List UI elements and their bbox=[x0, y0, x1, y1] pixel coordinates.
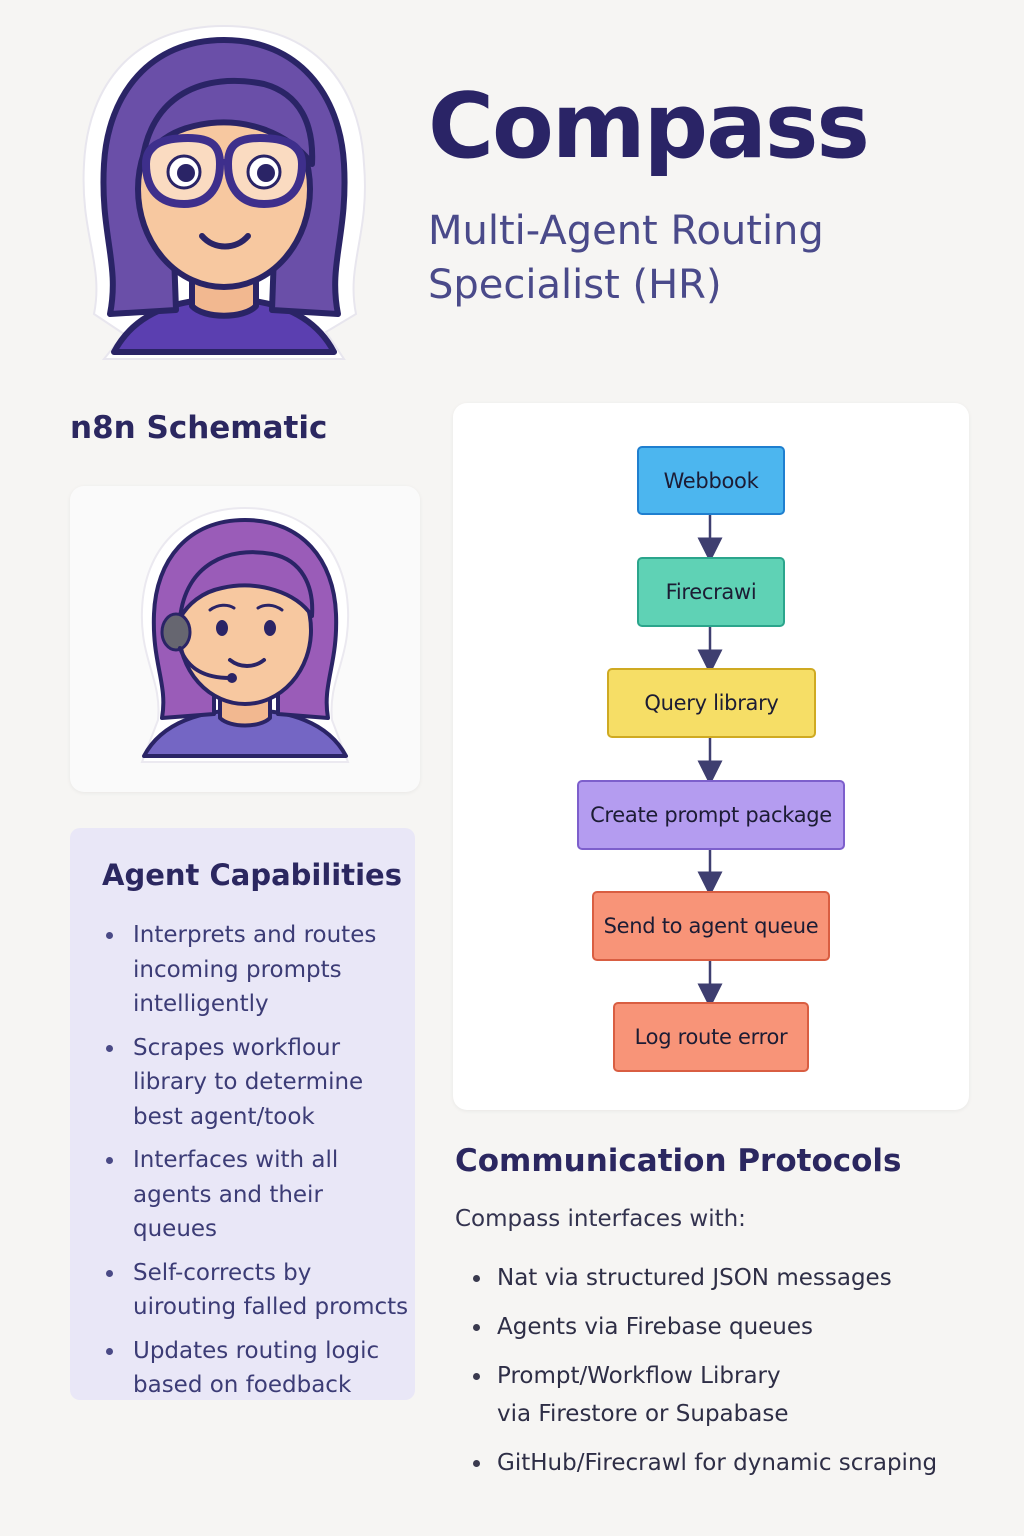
capability-line: library to determine bbox=[133, 1069, 364, 1095]
page-title: Compass bbox=[428, 74, 870, 179]
protocol-item: Agents via Firebase queues bbox=[467, 1308, 1007, 1346]
support-avatar-card bbox=[70, 486, 420, 792]
flow-node-firecrawl: Firecrawi bbox=[637, 557, 785, 627]
capability-item: Interprets and routes incoming prompts i… bbox=[100, 918, 410, 1022]
capabilities-panel: Agent Capabilities Interprets and routes… bbox=[70, 828, 415, 1400]
flow-diagram-card: Webbook Firecrawi Query library Create p… bbox=[453, 403, 969, 1110]
capability-item: Scrapes workflour library to determine b… bbox=[100, 1031, 410, 1135]
subtitle-line: Multi-Agent Routing bbox=[428, 208, 824, 254]
flow-node-create-prompt-package: Create prompt package bbox=[577, 780, 845, 850]
capability-line: Interprets and routes bbox=[133, 922, 377, 948]
protocol-line: Prompt/Workflow Library bbox=[497, 1363, 781, 1389]
headset-avatar-icon bbox=[140, 506, 350, 763]
capability-item: Updates routing logic based on foedback bbox=[100, 1334, 410, 1403]
schematic-title: n8n Schematic bbox=[70, 410, 328, 446]
flow-node-send-to-agent-queue: Send to agent queue bbox=[592, 891, 830, 961]
capability-line: intelligently bbox=[133, 991, 269, 1017]
protocol-line: via Firestore or Supabase bbox=[497, 1401, 789, 1427]
page-subtitle: Multi-Agent Routing Specialist (HR) bbox=[428, 204, 948, 312]
communication-list: Nat via structured JSON messages Agents … bbox=[467, 1259, 1007, 1493]
protocol-item: Prompt/Workflow Library via Firestore or… bbox=[467, 1357, 1007, 1433]
capability-line: Interfaces with all bbox=[133, 1147, 339, 1173]
communication-title: Communication Protocols bbox=[455, 1143, 902, 1179]
protocol-item: GitHub/Firecrawl for dynamic scraping bbox=[467, 1444, 1007, 1482]
communication-intro: Compass interfaces with: bbox=[455, 1206, 746, 1232]
flow-node-query-library: Query library bbox=[607, 668, 816, 738]
capability-line: based on foedback bbox=[133, 1372, 352, 1398]
capability-line: Scrapes workflour bbox=[133, 1034, 341, 1061]
capability-line: uirouting falled promcts bbox=[133, 1294, 409, 1320]
capability-line: Self-corrects by bbox=[133, 1259, 312, 1286]
capabilities-list: Interprets and routes incoming prompts i… bbox=[100, 918, 410, 1412]
capability-line: incoming prompts bbox=[133, 956, 342, 983]
flow-node-webhook: Webbook bbox=[637, 446, 785, 515]
capability-line: agents and their queues bbox=[133, 1181, 323, 1243]
capabilities-title: Agent Capabilities bbox=[102, 858, 402, 892]
protocol-line: Nat via structured JSON messages bbox=[497, 1265, 892, 1291]
protocol-item: Nat via structured JSON messages bbox=[467, 1259, 1007, 1297]
capability-item: Self-corrects by uirouting falled promct… bbox=[100, 1256, 410, 1325]
protocol-line: GitHub/Firecrawl for dynamic scraping bbox=[497, 1450, 938, 1476]
capability-line: Updates routing logic bbox=[133, 1337, 380, 1364]
capability-item: Interfaces with all agents and their que… bbox=[100, 1143, 410, 1247]
protocol-line: Agents via Firebase queues bbox=[497, 1314, 814, 1340]
subtitle-line: Specialist (HR) bbox=[428, 262, 722, 308]
capability-line: best agent/took bbox=[133, 1103, 315, 1130]
flow-arrows bbox=[697, 515, 723, 1009]
flow-node-log-route-error: Log route error bbox=[613, 1002, 809, 1072]
main-avatar-icon bbox=[64, 14, 384, 364]
